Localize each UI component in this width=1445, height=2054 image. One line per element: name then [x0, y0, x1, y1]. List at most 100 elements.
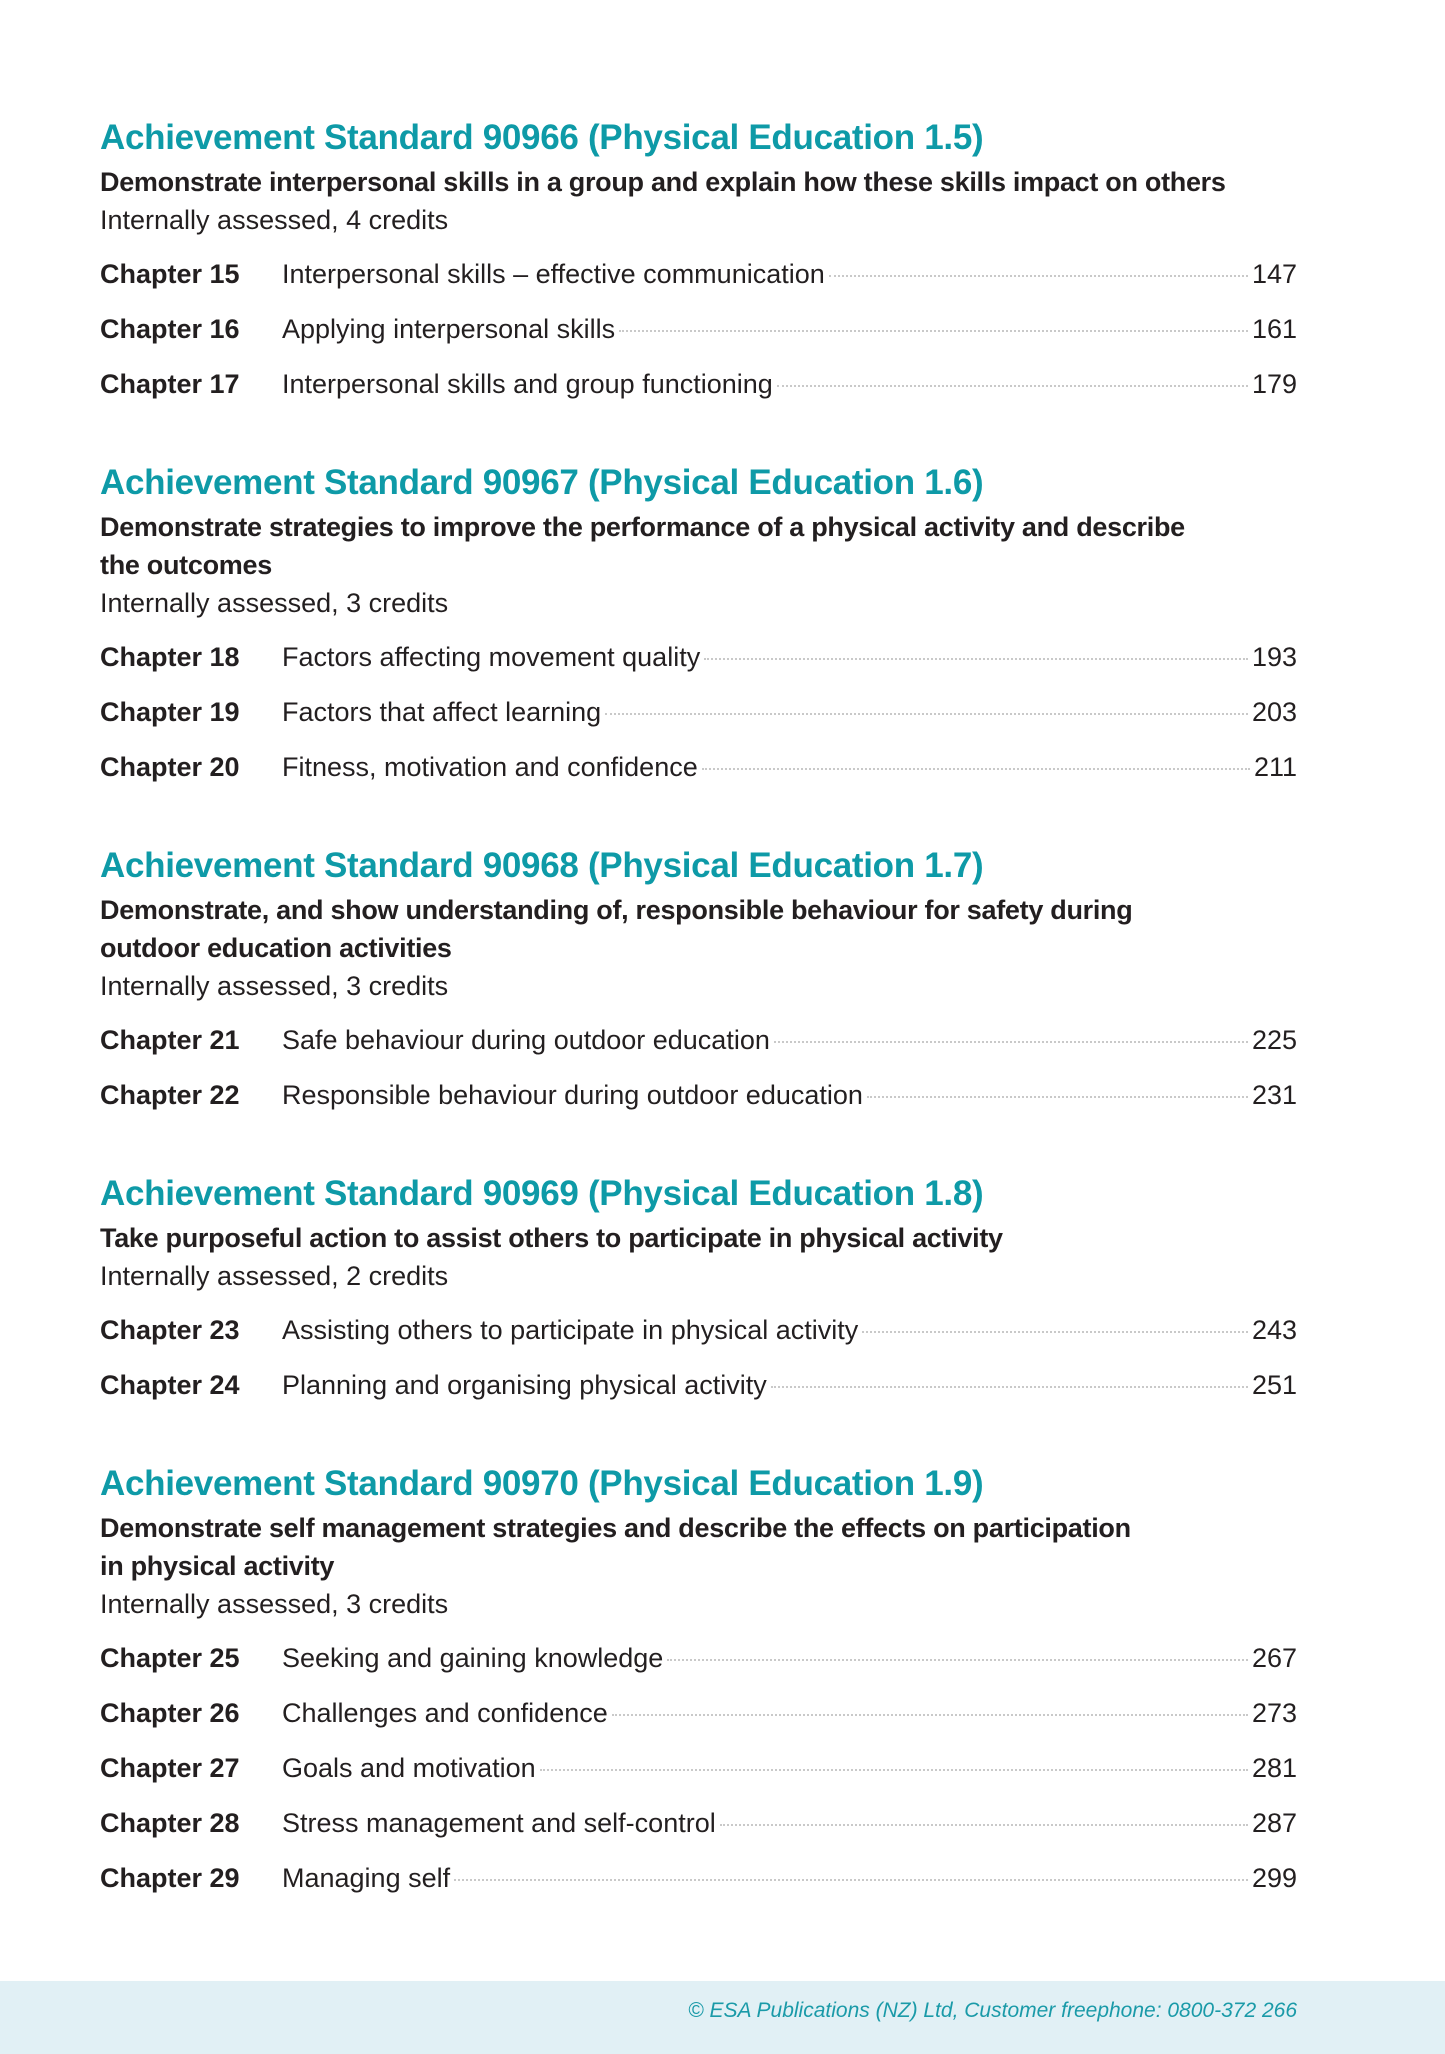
chapter-title[interactable]: Responsible behaviour during outdoor edu…: [282, 1080, 863, 1110]
chapter-entry[interactable]: Chapter 29 Managing self 299: [100, 1851, 1297, 1906]
assessment-info: Internally assessed, 2 credits: [100, 1261, 449, 1291]
standard-description: Demonstrate interpersonal skills in a gr…: [100, 167, 1226, 197]
chapter-entry[interactable]: Chapter 19 Factors that affect learning 20…: [100, 685, 1297, 740]
dot-leader: [773, 1041, 1248, 1043]
chapter-number: Chapter 16: [100, 314, 240, 344]
chapter-entry[interactable]: Chapter 16 Applying interpersonal skills 1…: [100, 302, 1297, 357]
dot-leader: [667, 1659, 1248, 1661]
chapter-title[interactable]: Interpersonal skills and group functioni…: [282, 369, 773, 399]
page-number: 211: [1253, 752, 1297, 782]
chapter-title[interactable]: Planning and organising physical activit…: [282, 1370, 767, 1400]
page-number: 225: [1251, 1025, 1297, 1055]
chapter-title[interactable]: Safe behaviour during outdoor education: [282, 1025, 770, 1055]
footer: © ESA Publications (NZ) Ltd, Customer fr…: [0, 1981, 1445, 2054]
page-number: 203: [1251, 697, 1297, 727]
page-number: 299: [1251, 1863, 1297, 1893]
page-number: 251: [1251, 1370, 1297, 1400]
chapter-title[interactable]: Goals and motivation: [282, 1753, 536, 1783]
chapter-number: Chapter 19: [100, 697, 240, 727]
chapter-number: Chapter 24: [100, 1370, 240, 1400]
chapter-number: Chapter 18: [100, 642, 240, 672]
page-number: 287: [1251, 1808, 1297, 1838]
page-number: 231: [1251, 1080, 1297, 1110]
standard-description: Demonstrate self management strategies a…: [100, 1513, 1131, 1543]
page-number: 193: [1251, 642, 1297, 672]
standard-section: Achievement Standard 90966 (Physical Edu…: [100, 112, 1297, 412]
chapter-entry[interactable]: Chapter 27 Goals and motivation 281: [100, 1741, 1297, 1796]
standard-description: the outcomes: [100, 550, 272, 580]
chapter-number: Chapter 25: [100, 1643, 240, 1673]
chapter-number: Chapter 20: [100, 752, 240, 782]
chapter-title[interactable]: Fitness, motivation and confidence: [282, 752, 698, 782]
chapter-number: Chapter 17: [100, 369, 240, 399]
dot-leader: [862, 1331, 1248, 1333]
page-number: 281: [1251, 1753, 1297, 1783]
chapter-entry[interactable]: Chapter 28 Stress management and self-con…: [100, 1796, 1297, 1851]
dot-leader: [704, 658, 1248, 660]
chapter-number: Chapter 15: [100, 259, 240, 289]
standard-heading: Achievement Standard 90966 (Physical Edu…: [100, 118, 984, 157]
standard-description: Take purposeful action to assist others …: [100, 1223, 1003, 1253]
standard-heading: Achievement Standard 90969 (Physical Edu…: [100, 1174, 984, 1213]
standard-description: Demonstrate strategies to improve the pe…: [100, 512, 1185, 542]
dot-leader: [776, 385, 1248, 387]
dot-leader: [605, 713, 1248, 715]
chapter-entry[interactable]: Chapter 25 Seeking and gaining knowledge 2…: [100, 1631, 1297, 1686]
assessment-info: Internally assessed, 3 credits: [100, 1589, 449, 1619]
chapter-entry[interactable]: Chapter 18 Factors affecting movement qua…: [100, 630, 1297, 685]
chapter-number: Chapter 22: [100, 1080, 240, 1110]
chapter-entry[interactable]: Chapter 26 Challenges and confidence 273: [100, 1686, 1297, 1741]
standard-heading: Achievement Standard 90967 (Physical Edu…: [100, 463, 984, 502]
standard-description: outdoor education activities: [100, 933, 452, 963]
chapter-number: Chapter 27: [100, 1753, 240, 1783]
chapter-title[interactable]: Interpersonal skills – effective communi…: [282, 259, 825, 289]
assessment-info: Internally assessed, 3 credits: [100, 588, 449, 618]
dot-leader: [619, 330, 1248, 332]
chapter-title[interactable]: Factors affecting movement quality: [282, 642, 701, 672]
standard-section: Achievement Standard 90967 (Physical Edu…: [100, 457, 1297, 795]
standard-section: Achievement Standard 90969 (Physical Edu…: [100, 1168, 1297, 1413]
page-number: 267: [1251, 1643, 1297, 1673]
assessment-info: Internally assessed, 4 credits: [100, 205, 449, 235]
chapter-entry[interactable]: Chapter 21 Safe behaviour during outdoor …: [100, 1013, 1297, 1068]
chapter-entry[interactable]: Chapter 20 Fitness, motivation and confid…: [100, 740, 1297, 795]
chapter-title[interactable]: Assisting others to participate in physi…: [282, 1315, 859, 1345]
page-number: 179: [1251, 369, 1297, 399]
page-number: 161: [1251, 314, 1297, 344]
chapter-entry[interactable]: Chapter 23 Assisting others to participat…: [100, 1303, 1297, 1358]
chapter-title[interactable]: Factors that affect learning: [282, 697, 602, 727]
standard-section: Achievement Standard 90970 (Physical Edu…: [100, 1458, 1297, 1906]
dot-leader: [539, 1769, 1248, 1771]
dot-leader: [701, 768, 1250, 770]
chapter-number: Chapter 28: [100, 1808, 240, 1838]
chapter-title[interactable]: Stress management and self-control: [282, 1808, 716, 1838]
chapter-title[interactable]: Seeking and gaining knowledge: [282, 1643, 664, 1673]
chapter-title[interactable]: Challenges and confidence: [282, 1698, 608, 1728]
footer-copyright: © ESA Publications (NZ) Ltd, Customer fr…: [688, 1999, 1297, 2022]
standard-description: in physical activity: [100, 1551, 335, 1581]
chapter-entry[interactable]: Chapter 22 Responsible behaviour during o…: [100, 1068, 1297, 1123]
standard-heading: Achievement Standard 90968 (Physical Edu…: [100, 846, 984, 885]
page-number: 243: [1251, 1315, 1297, 1345]
dot-leader: [454, 1879, 1248, 1881]
chapter-number: Chapter 23: [100, 1315, 240, 1345]
chapter-entry[interactable]: Chapter 15 Interpersonal skills – effecti…: [100, 247, 1297, 302]
chapter-number: Chapter 26: [100, 1698, 240, 1728]
dot-leader: [719, 1824, 1248, 1826]
assessment-info: Internally assessed, 3 credits: [100, 971, 449, 1001]
chapter-title[interactable]: Applying interpersonal skills: [282, 314, 616, 344]
standard-heading: Achievement Standard 90970 (Physical Edu…: [100, 1464, 984, 1503]
table-of-contents: Achievement Standard 90966 (Physical Edu…: [100, 112, 1297, 1951]
dot-leader: [828, 275, 1248, 277]
dot-leader: [770, 1386, 1248, 1388]
standard-description: Demonstrate, and show understanding of, …: [100, 895, 1133, 925]
chapter-number: Chapter 21: [100, 1025, 240, 1055]
dot-leader: [611, 1714, 1248, 1716]
chapter-number: Chapter 29: [100, 1863, 240, 1893]
chapter-entry[interactable]: Chapter 24 Planning and organising physic…: [100, 1358, 1297, 1413]
chapter-title[interactable]: Managing self: [282, 1863, 451, 1893]
dot-leader: [866, 1096, 1248, 1098]
chapter-entry[interactable]: Chapter 17 Interpersonal skills and group…: [100, 357, 1297, 412]
standard-section: Achievement Standard 90968 (Physical Edu…: [100, 840, 1297, 1123]
page-number: 273: [1251, 1698, 1297, 1728]
